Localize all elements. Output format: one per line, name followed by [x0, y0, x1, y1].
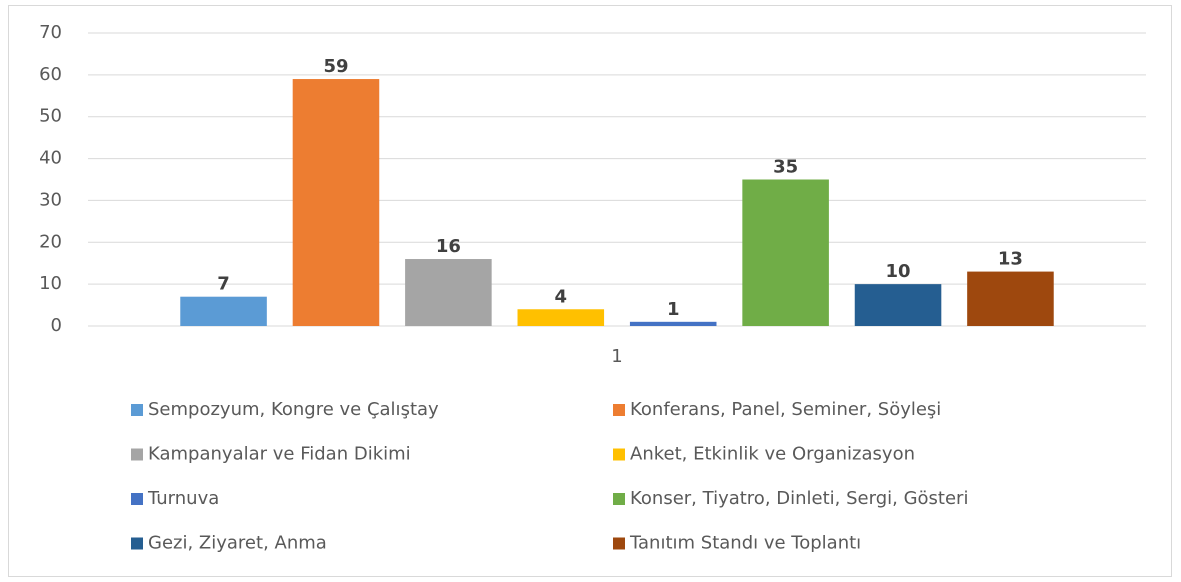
y-tick-label: 0	[51, 315, 62, 336]
legend-label: Konser, Tiyatro, Dinleti, Sergi, Gösteri	[630, 488, 968, 509]
value-label: 1	[667, 299, 680, 320]
y-tick-label: 60	[39, 64, 62, 85]
legend-label: Tanıtım Standı ve Toplantı	[629, 533, 861, 554]
value-label: 10	[886, 261, 911, 282]
x-tick-label: 1	[611, 346, 622, 367]
legend-swatch	[613, 537, 625, 550]
y-tick-label: 20	[39, 231, 62, 252]
value-label: 13	[998, 249, 1023, 270]
y-tick-label: 30	[39, 189, 62, 210]
legend-swatch	[131, 493, 143, 505]
y-tick-label: 70	[39, 22, 62, 43]
legend-swatch	[613, 448, 625, 461]
legend-label: Gezi, Ziyaret, Anma	[148, 533, 327, 554]
bar	[854, 284, 942, 326]
value-label: 16	[436, 236, 461, 257]
y-tick-label: 50	[39, 106, 62, 127]
legend-swatch	[131, 537, 143, 550]
bar	[967, 271, 1054, 326]
y-tick-label: 10	[39, 273, 62, 294]
legend-label: Kampanyalar ve Fidan Dikimi	[148, 444, 411, 465]
value-label: 35	[773, 157, 798, 178]
y-tick-label: 40	[39, 148, 62, 169]
value-label: 59	[323, 56, 348, 77]
value-label: 7	[217, 274, 230, 295]
legend-label: Anket, Etkinlik ve Organizasyon	[630, 444, 915, 465]
bar	[292, 79, 380, 327]
legend-swatch	[613, 493, 625, 505]
legend-label: Turnuva	[147, 488, 219, 509]
value-label: 4	[555, 286, 568, 307]
bar	[629, 321, 717, 326]
bar	[180, 296, 267, 326]
legend-swatch	[613, 404, 625, 416]
bar	[742, 179, 829, 326]
legend-label: Konferans, Panel, Seminer, Söyleşi	[630, 399, 941, 420]
legend-swatch	[131, 404, 143, 416]
legend-swatch	[131, 448, 143, 461]
legend-label: Sempozyum, Kongre ve Çalıştay	[148, 399, 439, 420]
bar	[405, 259, 492, 326]
bar	[517, 309, 605, 326]
